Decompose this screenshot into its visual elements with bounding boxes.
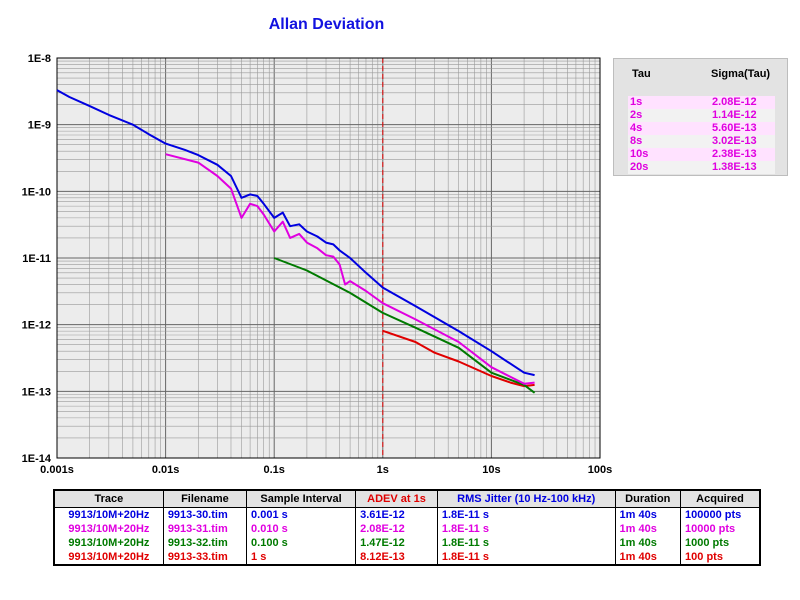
legend-cell: 1.8E-11 s: [436, 550, 616, 565]
legend-cell: 1.8E-11 s: [436, 507, 616, 522]
legend-cell: 1.8E-11 s: [436, 536, 616, 550]
sigma-value: 2.08E-12: [712, 96, 757, 108]
legend-header-cell: Sample Interval: [246, 490, 357, 508]
y-tick-label: 1E-14: [22, 453, 52, 465]
legend-header-cell: Filename: [162, 490, 248, 508]
legend-cell: 1000 pts: [680, 536, 761, 550]
y-tick-label: 1E-11: [22, 253, 51, 265]
y-tick-label: 1E-8: [28, 53, 51, 65]
legend-header-cell: Duration: [614, 490, 682, 508]
legend-body: 9913/10M+20Hz 9913-30.tim 0.001 s 3.61E-12 1…: [53, 507, 761, 565]
series-line-9913-33.tim: [382, 329, 535, 388]
sigma-header: Sigma(Tau): [711, 68, 771, 80]
legend-cell: 9913/10M+20Hz: [53, 507, 164, 522]
legend-header-cell: Acquired: [680, 490, 761, 508]
tau-row: 20s 1.38E-13: [628, 161, 775, 174]
legend-cell: 10000 pts: [680, 522, 761, 536]
legend-cell: 9913-32.tim: [162, 536, 248, 550]
tau-value: 10s: [630, 148, 649, 160]
legend-header-cell: ADEV at 1s: [355, 490, 438, 508]
legend-cell: 0.010 s: [246, 522, 357, 536]
x-tick-label: 0.1s: [263, 464, 284, 476]
y-tick-label: 1E-13: [22, 386, 51, 398]
legend-cell: 3.61E-12: [355, 507, 438, 522]
tau-value: 2s: [630, 109, 643, 121]
legend-cell: 9913-30.tim: [162, 507, 248, 522]
plot-border: [56, 57, 601, 459]
legend-cell: 100 pts: [680, 550, 761, 565]
tau-value: 1s: [630, 96, 643, 108]
legend-cell: 1m 40s: [614, 550, 682, 565]
tau-row: 1s 2.08E-12: [628, 96, 775, 109]
sigma-value: 1.14E-12: [712, 109, 757, 121]
tau-value: 8s: [630, 135, 643, 147]
tau-row: 4s 5.60E-13: [628, 122, 775, 135]
tau-sigma-rows: 1s 2.08E-12 2s 1.14E-12 4s 5.60E-13 8s 3.02E-13…: [628, 96, 775, 174]
x-tick-label: 1s: [377, 464, 389, 476]
tau-row: 2s 1.14E-12: [628, 109, 775, 122]
legend-cell: 1.8E-11 s: [436, 522, 616, 536]
y-tick-label: 1E-9: [28, 120, 51, 132]
legend-header-cell: Trace: [53, 490, 164, 508]
legend-cell: 0.001 s: [246, 507, 357, 522]
x-tick-label: 0.01s: [152, 464, 180, 476]
y-tick-label: 1E-12: [22, 320, 51, 332]
legend-cell: 8.12E-13: [355, 550, 438, 565]
legend-header-cell: RMS Jitter (10 Hz-100 kHz): [436, 490, 616, 508]
legend-row: 9913/10M+20Hz 9913-31.tim 0.010 s 2.08E-12 1…: [53, 522, 761, 536]
legend-header-row: Trace Filename Sample Interval ADEV at 1s RM…: [53, 490, 761, 508]
legend-cell: 2.08E-12: [355, 522, 438, 536]
legend-cell: 100000 pts: [680, 507, 761, 522]
series-line-9913-30.tim: [56, 89, 535, 377]
legend-cell: 1.47E-12: [355, 536, 438, 550]
series-line-9913-31.tim: [165, 153, 535, 385]
tau-value: 20s: [630, 161, 649, 173]
legend-cell: 1m 40s: [614, 536, 682, 550]
legend-cell: 1m 40s: [614, 507, 682, 522]
tau-header: Tau: [632, 68, 651, 80]
legend-cell: 1 s: [246, 550, 357, 565]
legend-cell: 9913/10M+20Hz: [53, 536, 164, 550]
tau-row: 10s 2.38E-13: [628, 148, 775, 161]
sigma-value: 2.38E-13: [712, 148, 757, 160]
legend-cell: 0.100 s: [246, 536, 357, 550]
x-tick-label: 10s: [482, 464, 500, 476]
tau-value: 4s: [630, 122, 643, 134]
legend-cell: 1m 40s: [614, 522, 682, 536]
sigma-value: 3.02E-13: [712, 135, 757, 147]
x-tick-label: 100s: [588, 464, 612, 476]
legend-cell: 9913/10M+20Hz: [53, 522, 164, 536]
series-line-9913-32.tim: [273, 257, 536, 394]
legend-cell: 9913-31.tim: [162, 522, 248, 536]
legend-row: 9913/10M+20Hz 9913-30.tim 0.001 s 3.61E-12 1…: [53, 507, 761, 522]
tau-row: 8s 3.02E-13: [628, 135, 775, 148]
legend-row: 9913/10M+20Hz 9913-32.tim 0.100 s 1.47E-12 1…: [53, 536, 761, 550]
legend-row: 9913/10M+20Hz 9913-33.tim 1 s 8.12E-13 1.8E-…: [53, 550, 761, 565]
legend-cell: 9913-33.tim: [162, 550, 248, 565]
trace-legend-table: Trace Filename Sample Interval ADEV at 1s RM…: [53, 489, 761, 566]
sigma-value: 1.38E-13: [712, 161, 757, 173]
sigma-value: 5.60E-13: [712, 122, 757, 134]
tau-sigma-panel: Tau Sigma(Tau) 1s 2.08E-12 2s 1.14E-12 4s 5.6…: [613, 58, 788, 176]
y-tick-label: 1E-10: [22, 186, 51, 198]
x-tick-label: 0.001s: [40, 464, 74, 476]
chart-title: Allan Deviation: [268, 16, 385, 33]
legend-cell: 9913/10M+20Hz: [53, 550, 164, 565]
adev-plot: 0.001s 0.01s 0.1s 1s 10s 100s 1E-8 1E-9 1E-10 1E-…: [22, 53, 613, 476]
